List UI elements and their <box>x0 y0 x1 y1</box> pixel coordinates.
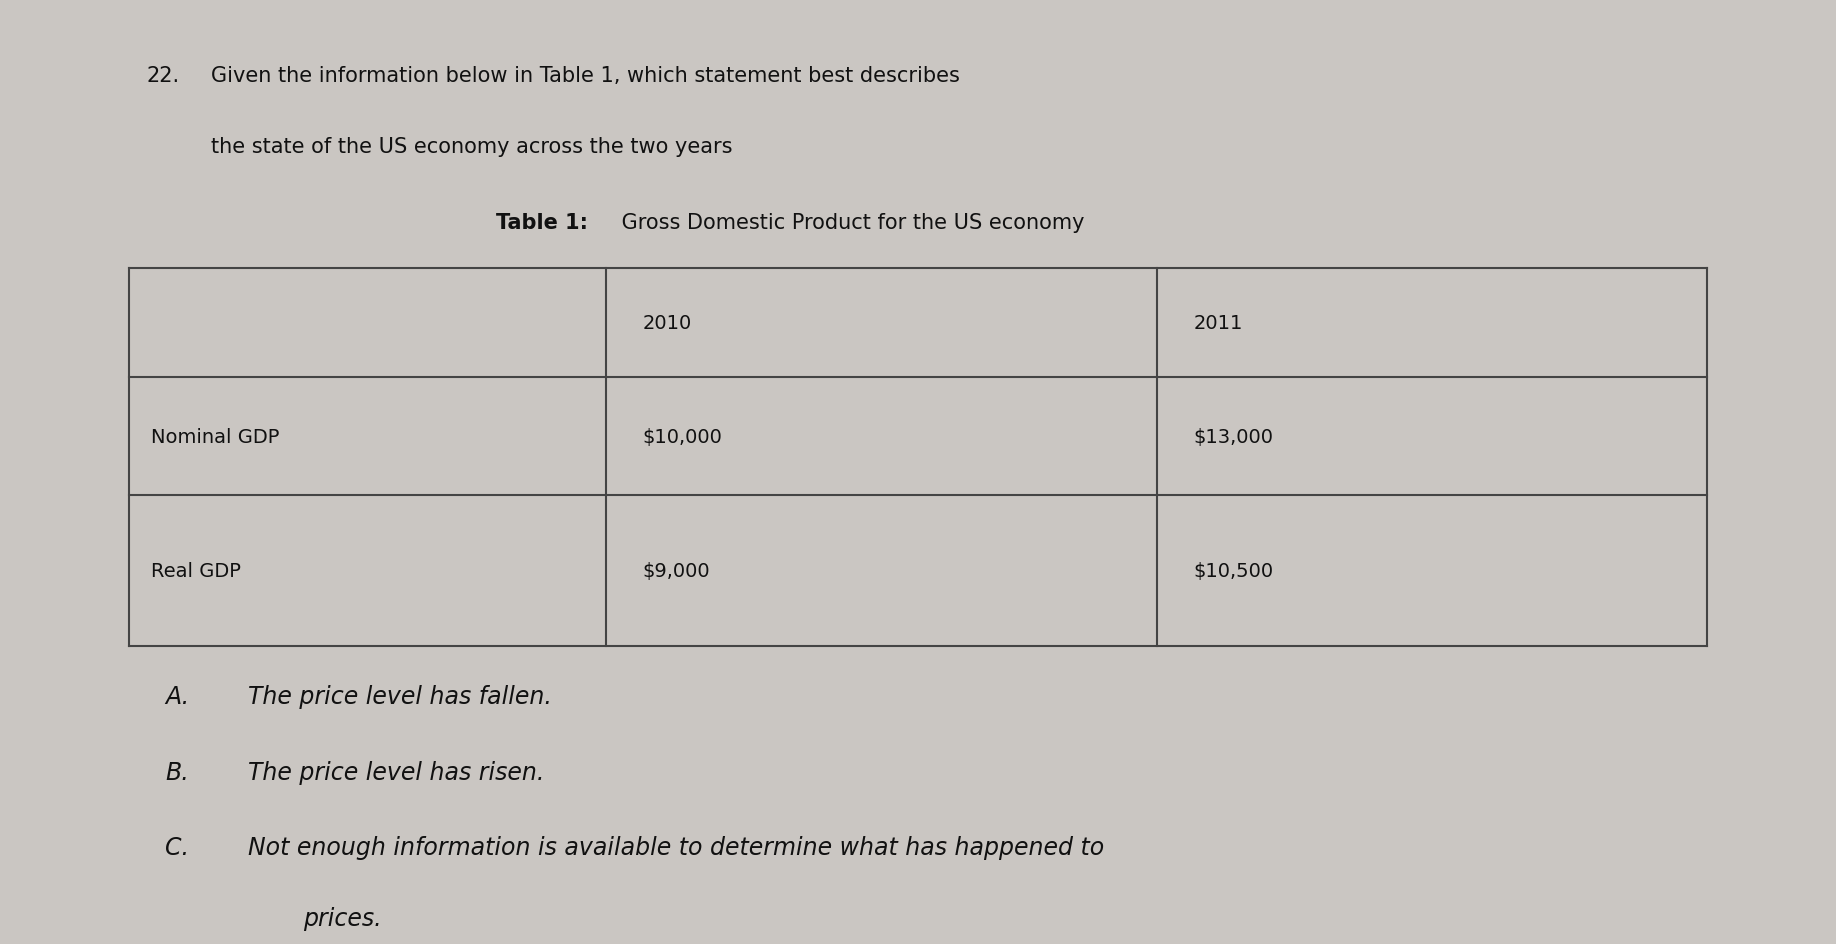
Text: prices.: prices. <box>303 906 382 930</box>
Text: 2010: 2010 <box>643 313 692 333</box>
Text: C.: C. <box>165 835 189 859</box>
Text: A.: A. <box>165 684 189 708</box>
Text: the state of the US economy across the two years: the state of the US economy across the t… <box>211 137 733 157</box>
Text: Table 1:: Table 1: <box>496 212 588 232</box>
Text: $9,000: $9,000 <box>643 562 711 581</box>
Text: Nominal GDP: Nominal GDP <box>151 427 279 447</box>
Text: Gross Domestic Product for the US economy: Gross Domestic Product for the US econom… <box>615 212 1085 232</box>
Text: 22.: 22. <box>147 66 180 86</box>
Text: B.: B. <box>165 760 189 784</box>
Text: Real GDP: Real GDP <box>151 562 241 581</box>
Text: 2011: 2011 <box>1193 313 1243 333</box>
Text: The price level has fallen.: The price level has fallen. <box>248 684 553 708</box>
Text: $10,000: $10,000 <box>643 427 723 447</box>
Text: $10,500: $10,500 <box>1193 562 1274 581</box>
Text: Not enough information is available to determine what has happened to: Not enough information is available to d… <box>248 835 1103 859</box>
Text: $13,000: $13,000 <box>1193 427 1274 447</box>
Text: Given the information below in Table 1, which statement best describes: Given the information below in Table 1, … <box>211 66 960 86</box>
Text: The price level has risen.: The price level has risen. <box>248 760 543 784</box>
